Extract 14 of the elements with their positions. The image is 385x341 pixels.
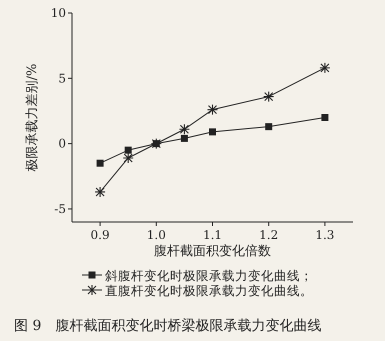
text: 图 9 腹杆截面积变化时桥梁极限承载力变化曲线: [14, 318, 322, 334]
y-tick-label: 10: [50, 6, 66, 20]
x-axis-title: 腹杆截面积变化倍数: [154, 244, 271, 259]
x-tick-label: 1.0: [146, 228, 166, 242]
x-tick-label: 0.9: [90, 228, 110, 242]
y-tick-label: -5: [54, 202, 66, 216]
legend-label: 直腹杆变化时极限承载力变化曲线。: [105, 283, 313, 298]
y-tick-label: 0: [58, 136, 66, 151]
legend-label: 斜腹杆变化时极限承载力变化曲线；: [105, 268, 313, 283]
x-tick-label: 1.2: [259, 228, 278, 242]
x-tick-label: 1.1: [202, 228, 222, 242]
x-tick-label: 1.3: [315, 228, 334, 242]
y-tick-label: 5: [58, 71, 66, 86]
y-axis-title: 极限承载力差别/%: [25, 64, 40, 172]
